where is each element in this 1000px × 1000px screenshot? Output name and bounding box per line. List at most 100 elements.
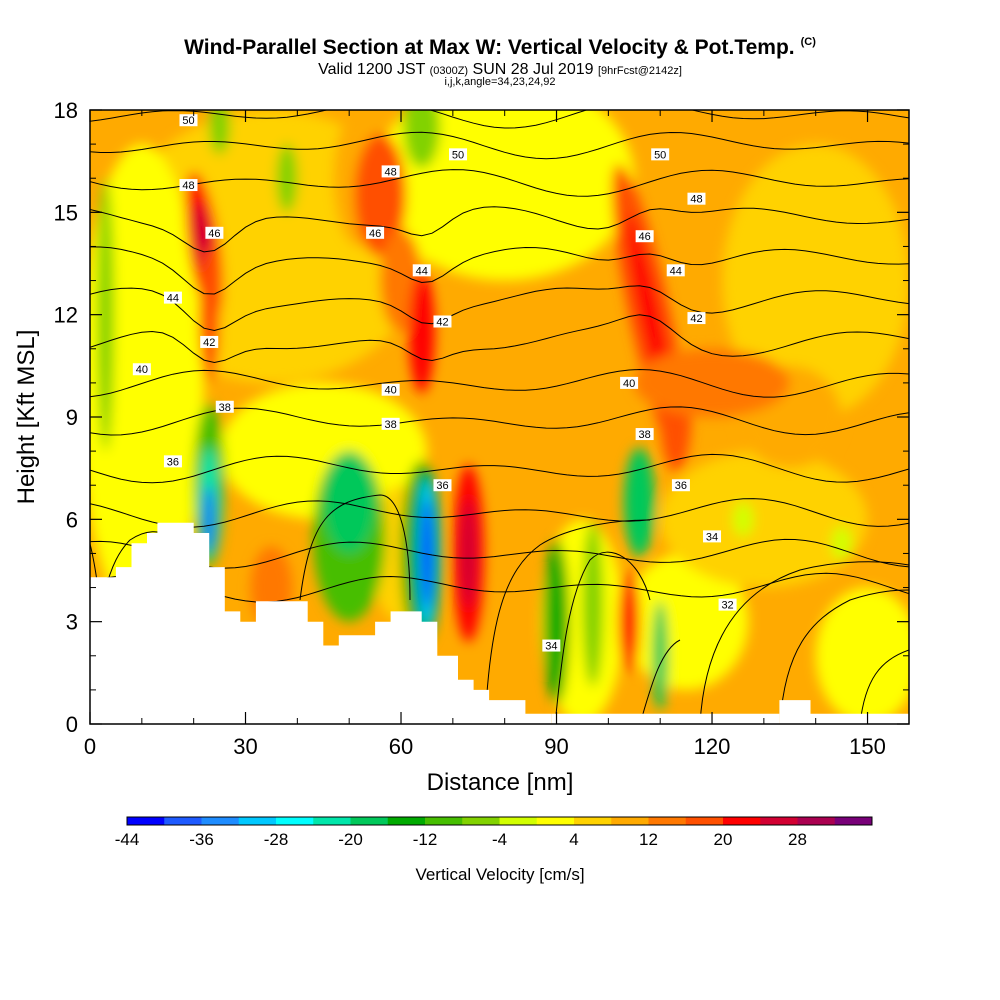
contour-label-box <box>163 291 182 304</box>
velocity-cell <box>97 178 114 452</box>
valid-time: Valid 1200 JST <box>318 61 426 78</box>
theta-contour <box>90 110 909 129</box>
theta-contour <box>90 169 909 197</box>
contour-label-box <box>132 363 151 376</box>
contour-label-box <box>671 479 690 492</box>
x-tick-label: 0 <box>84 734 96 759</box>
colorbar-swatch <box>238 817 277 825</box>
contour-label: 42 <box>436 316 448 328</box>
colorbar-tick-label: -12 <box>413 830 438 849</box>
colorbar-frame <box>126 816 873 826</box>
colorbar-tick-label: -36 <box>189 830 214 849</box>
colorbar-swatch <box>276 817 314 825</box>
colorbar-swatch <box>462 817 500 825</box>
grid-indices: i,j,k,angle=34,23,24,92 <box>444 76 556 88</box>
velocity-cell <box>634 348 790 417</box>
colorbar-swatch <box>685 817 724 825</box>
contour-label: 42 <box>690 313 702 325</box>
theta-contour <box>90 314 909 364</box>
contour-label-box <box>163 455 182 468</box>
theta-contour <box>90 131 909 160</box>
terrain-ridge <box>779 700 909 724</box>
theta-contour <box>90 498 909 528</box>
contour-label: 46 <box>208 228 220 240</box>
contour-label-box <box>635 230 654 243</box>
colorbar-swatch <box>536 817 575 825</box>
contour-label-box <box>666 264 685 277</box>
theta-contour <box>90 368 909 398</box>
velocity-cell <box>354 133 407 257</box>
velocity-cell <box>815 587 909 724</box>
theta-contour <box>90 538 909 569</box>
contour-label: 42 <box>203 337 215 349</box>
contour-label: 44 <box>167 293 179 305</box>
colorbar-tick-label: 20 <box>714 830 733 849</box>
y-tick-label: 9 <box>66 405 78 430</box>
contour-label: 46 <box>369 228 381 240</box>
x-tick-label: 90 <box>544 734 568 759</box>
chart-title-units: (C) <box>800 36 816 48</box>
theta-contour <box>859 649 909 724</box>
theta-contour <box>299 494 411 601</box>
colorbar-swatch <box>611 817 649 825</box>
velocity-cell <box>618 570 640 673</box>
colorbar: -44 -36 -28 -20 -12 -4 4 12 20 28 <box>115 816 873 849</box>
contour-label: 48 <box>385 166 397 178</box>
colorbar-title: Vertical Velocity [cm/s] <box>415 865 584 884</box>
x-tick-label: 30 <box>233 734 257 759</box>
colorbar-tick-label: 4 <box>569 830 578 849</box>
contour-label: 36 <box>436 480 448 492</box>
contour-label-box <box>179 114 198 127</box>
velocity-cell <box>652 601 668 711</box>
chart-title-text: Wind-Parallel Section at Max W: Vertical… <box>184 36 795 59</box>
contour-label: 44 <box>670 265 682 277</box>
contour-label: 40 <box>136 364 148 376</box>
x-tick-label: 120 <box>694 734 731 759</box>
colorbar-swatch <box>387 817 426 825</box>
contour-label: 50 <box>452 149 464 161</box>
contour-label-box <box>215 400 234 413</box>
terrain-base <box>551 713 780 724</box>
y-tick-label: 12 <box>54 303 78 328</box>
contour-label: 38 <box>385 419 397 431</box>
contour-label-box <box>200 335 219 348</box>
velocity-cell <box>732 502 754 537</box>
theta-contour <box>90 77 909 104</box>
theta-contour <box>554 551 651 724</box>
colorbar-tick-label: -4 <box>492 830 507 849</box>
contour-label-box <box>179 179 198 192</box>
colorbar-swatch <box>201 817 240 825</box>
theta-contour <box>90 246 909 295</box>
contour-label: 40 <box>623 378 635 390</box>
y-tick-label: 0 <box>66 712 78 737</box>
velocity-cell <box>460 498 477 609</box>
contour-label-box <box>542 639 561 652</box>
colorbar-swatch <box>164 817 202 825</box>
contour-label: 48 <box>182 180 194 192</box>
colorbar-swatch <box>425 817 463 825</box>
y-axis-label: Height [Kft MSL] <box>13 330 40 505</box>
contour-labels: 50 50 50 48 48 48 46 46 46 44 44 44 42 42 42 40 40 40 38 38… <box>132 114 737 653</box>
contour-label-box <box>651 148 670 161</box>
contour-label-box <box>205 226 224 239</box>
colorbar-tick-label: -28 <box>264 830 289 849</box>
theta-contour <box>484 519 651 724</box>
contour-label: 34 <box>545 641 557 653</box>
contour-label-box <box>381 383 400 396</box>
theta-contour <box>90 206 909 253</box>
contour-label-box <box>412 264 431 277</box>
contour-label-box <box>449 148 468 161</box>
y-tick-label: 6 <box>66 507 78 532</box>
contour-label: 36 <box>675 480 687 492</box>
colorbar-tick-label: 28 <box>788 830 807 849</box>
colorbar-swatch <box>648 817 687 825</box>
velocity-cell <box>198 246 220 383</box>
colorbar-swatch <box>834 817 873 825</box>
contour-label-box <box>687 192 706 205</box>
y-tick-label: 15 <box>54 200 78 225</box>
velocity-cell <box>276 144 298 213</box>
velocity-cell <box>375 110 635 281</box>
contour-label-box <box>433 479 452 492</box>
valid-date: SUN 28 Jul 2019 <box>472 61 594 78</box>
